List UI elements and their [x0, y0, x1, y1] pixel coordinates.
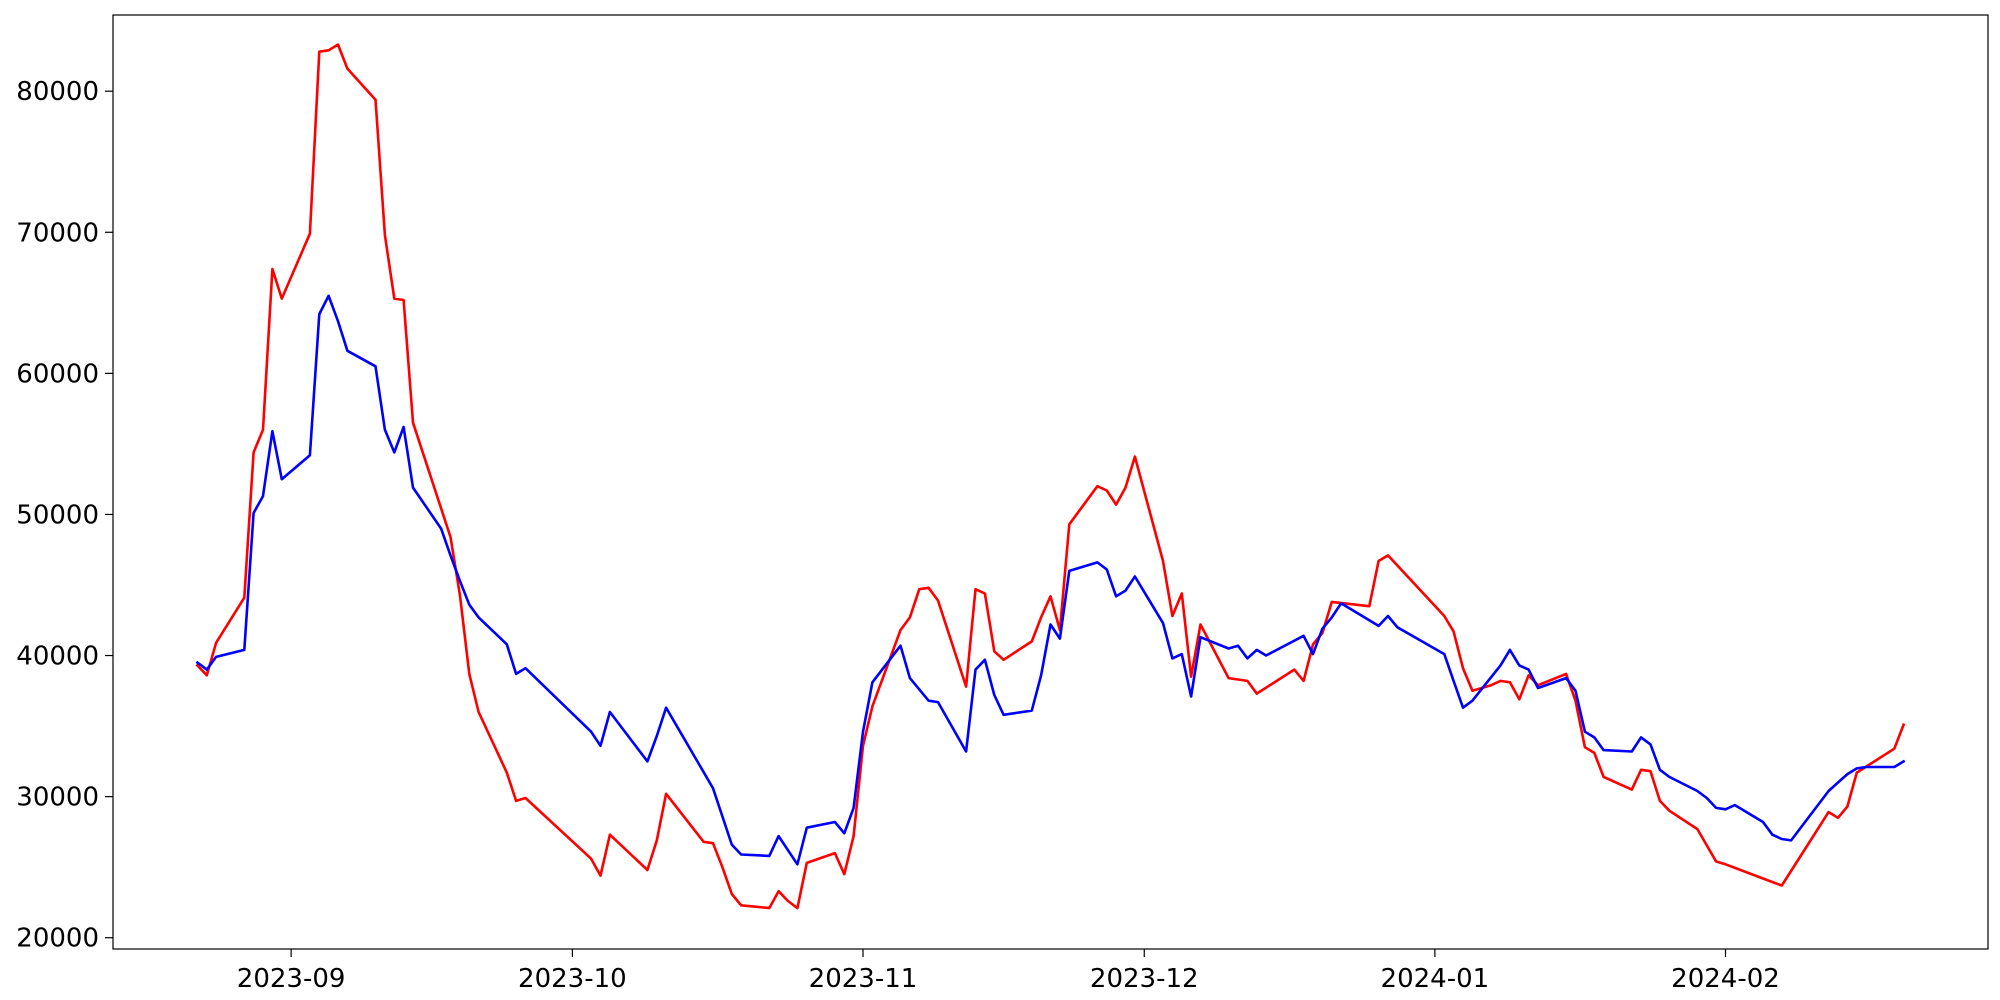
y-tick-label: 30000	[16, 783, 99, 813]
series-line-1	[195, 43, 1906, 910]
y-tick-label: 50000	[16, 500, 99, 530]
series-line-2	[195, 294, 1906, 866]
y-tick-label: 70000	[16, 218, 99, 248]
y-tick-label: 80000	[16, 77, 99, 107]
plot-frame	[112, 14, 1989, 950]
x-tick-label: 2023-12	[1090, 964, 1199, 994]
y-tick-label: 60000	[16, 359, 99, 389]
x-tick-label: 2024-02	[1671, 964, 1780, 994]
y-tick-label: 40000	[16, 642, 99, 672]
y-tick-label: 20000	[16, 924, 99, 954]
x-tick-label: 2023-09	[237, 964, 346, 994]
x-tick-label: 2023-10	[518, 964, 627, 994]
y-axis: 20000 30000 40000 50000 60000 70000 80000	[16, 77, 113, 954]
x-tick-label: 2024-01	[1381, 964, 1490, 994]
series-layer	[195, 43, 1906, 910]
x-axis: 2023-09 2023-10 2023-11 2023-12 2024-01 2024-…	[237, 949, 1780, 994]
x-tick-label: 2023-11	[809, 964, 918, 994]
